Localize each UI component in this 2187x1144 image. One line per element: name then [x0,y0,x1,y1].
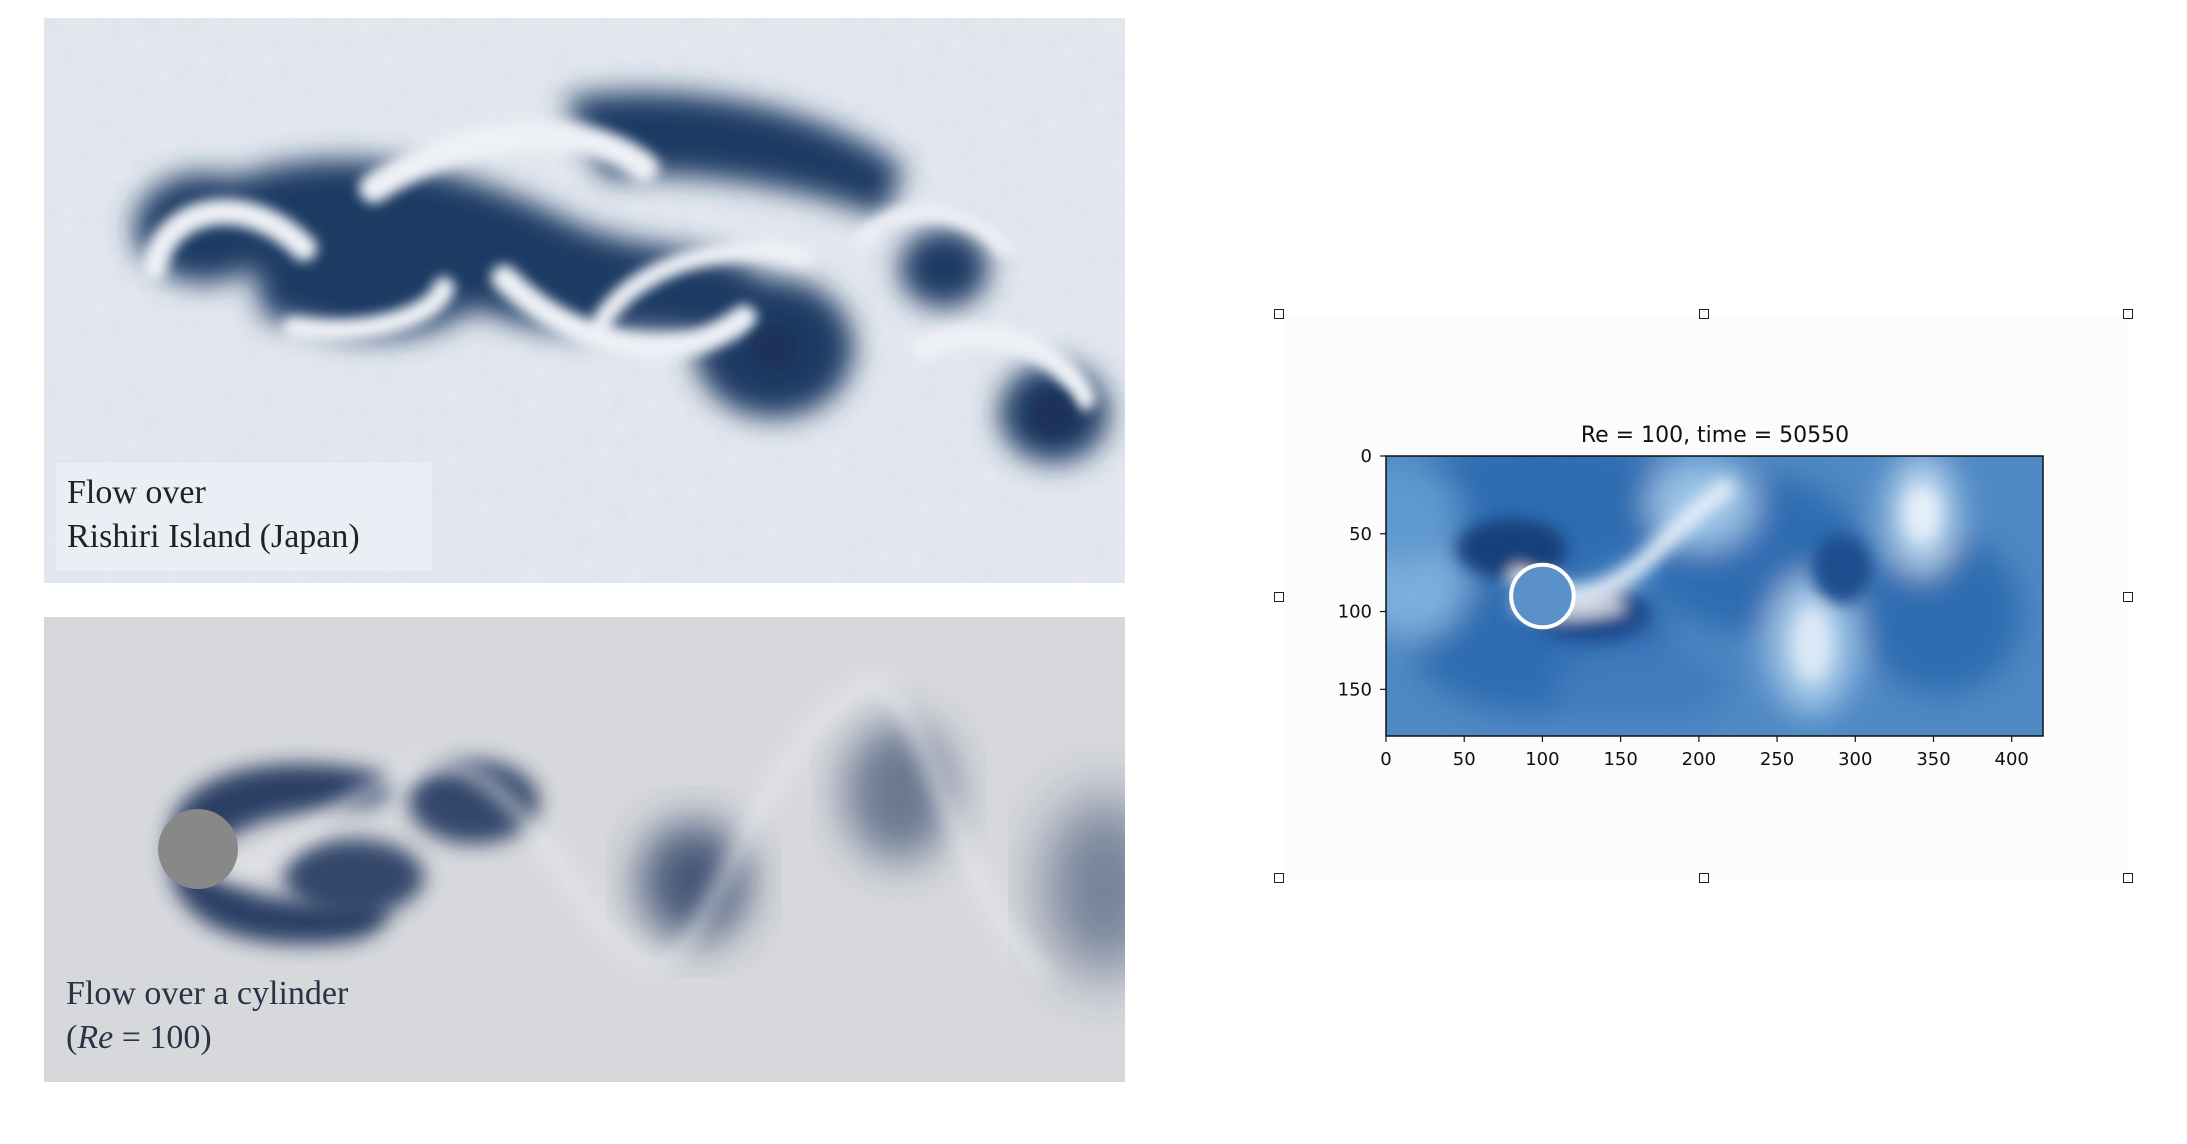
x-tick-label: 350 [1916,749,1950,770]
cylinder-caption-line1: Flow over a cylinder [66,975,349,1012]
vortex-street-picture [44,617,1125,1082]
x-axis: 0 50 100 150 200 250 300 350 400 [1380,736,2029,770]
y-tick-label: 100 [1338,602,1372,623]
x-tick-label: 250 [1760,749,1794,770]
reynolds-symbol: Re [77,1019,114,1056]
cylinder-caption: Flow over a cylinder (Re = 100) [66,972,348,1060]
cylinder-obstacle [1509,562,1576,630]
y-tick-label: 50 [1349,524,1372,545]
island-caption-line2: Rishiri Island (Japan) [67,518,360,555]
y-tick-label: 150 [1338,679,1372,700]
resize-handle-top-left[interactable] [1274,309,1284,319]
x-tick-label: 150 [1603,749,1637,770]
chart-title: Re = 100, time = 50550 [1580,423,1850,448]
resize-handle-right[interactable] [2123,592,2133,602]
reynolds-value: = 100) [113,1019,212,1056]
cloud-vortex-picture [44,18,1125,583]
field-image [1386,456,2043,736]
resize-handle-left[interactable] [1274,592,1284,602]
cylinder-simulation-panel: Flow over a cylinder (Re = 100) [44,617,1125,1082]
resize-handle-top[interactable] [1699,309,1709,319]
x-tick-label: 50 [1453,749,1476,770]
island-caption: Flow over Rishiri Island (Japan) [56,463,432,571]
velocity-field-chart: 0 50 100 150 200 250 300 350 400 0 50 100 150 [1338,446,2044,770]
cylinder-caption-line2: (Re = 100) [66,1019,212,1056]
x-tick-label: 200 [1682,749,1716,770]
x-tick-label: 400 [1995,749,2029,770]
y-tick-label: 0 [1361,446,1372,467]
plot-frame [1385,455,2044,737]
resize-handle-bottom-left[interactable] [1274,873,1284,883]
x-tick-label: 0 [1380,749,1391,770]
island-caption-line1: Flow over [67,474,206,511]
resize-handle-bottom[interactable] [1699,873,1709,883]
y-axis: 0 50 100 150 [1338,446,1386,700]
x-tick-label: 100 [1525,749,1559,770]
resize-handle-top-right[interactable] [2123,309,2133,319]
satellite-image-panel: Flow over Rishiri Island (Japan) [44,18,1125,583]
resize-handle-bottom-right[interactable] [2123,873,2133,883]
cylinder-shape [158,809,238,889]
x-tick-label: 300 [1838,749,1872,770]
